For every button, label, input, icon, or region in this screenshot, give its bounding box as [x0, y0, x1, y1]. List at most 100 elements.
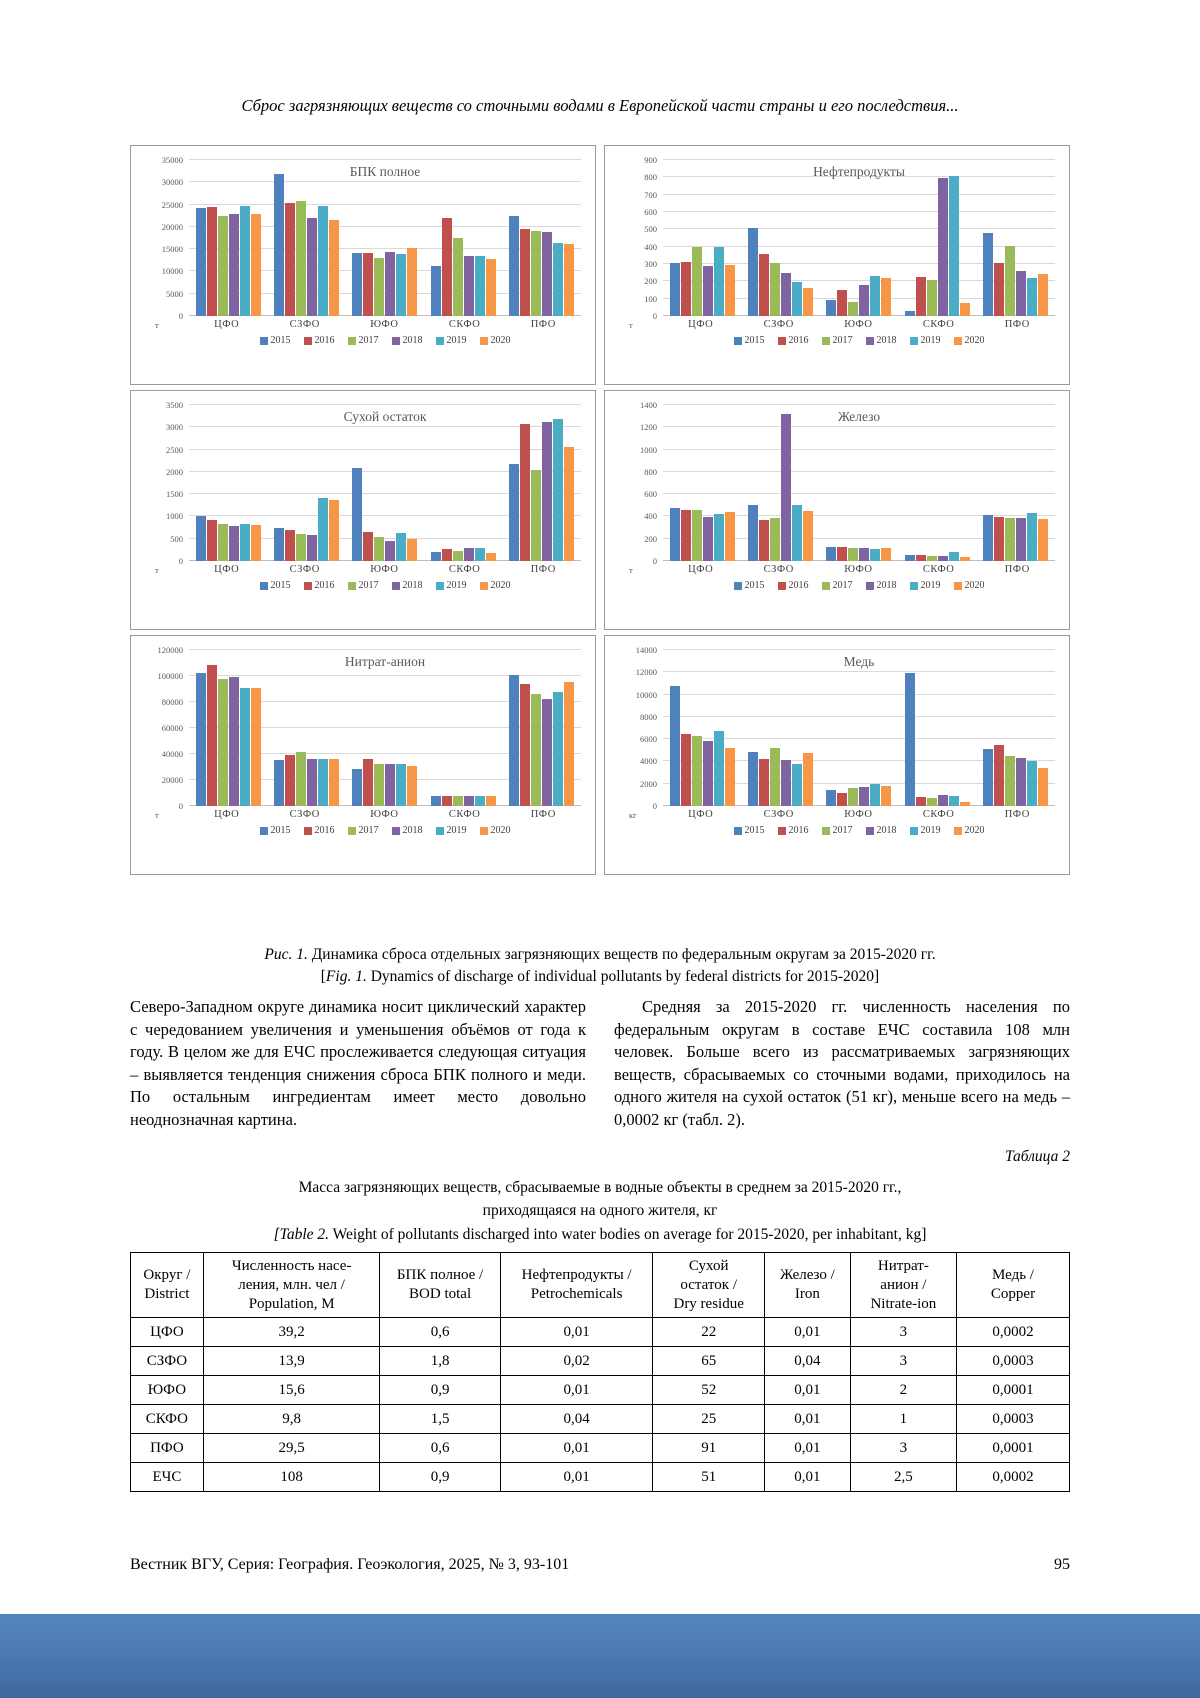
chart-title: Железо	[837, 409, 881, 424]
figure-caption-label-en: Fig. 1.	[325, 968, 367, 986]
gridline	[663, 448, 1055, 450]
bar-group-ПФО	[983, 160, 1049, 316]
legend-item-2019: 2019	[435, 335, 467, 346]
bar-ЮФО-2017	[848, 302, 859, 316]
gridline	[189, 426, 581, 428]
body-paragraph-left: Северо-Западном округе динамика носит ци…	[130, 997, 586, 1129]
chart-plot-area: 0 500 1000 1500 2000 2500 3000 3500 Сухой остато…	[166, 400, 581, 566]
x-axis-labels: т ЦФО СЗФО ЮФО СКФО ПФО	[155, 564, 581, 575]
gridline	[663, 404, 1055, 405]
bar-СЗФО-2015	[274, 173, 285, 316]
bar-group-ЮФО	[352, 160, 418, 316]
x-axis-line	[663, 315, 1055, 316]
bar-СКФО-2017	[452, 238, 463, 316]
bar-ПФО-2020	[1038, 768, 1049, 806]
bar-ПФО-2020	[564, 244, 575, 316]
chart-plot-area: 0 5000 10000 15000 20000 25000 30000 35000 БПК п…	[162, 155, 581, 321]
bar-СКФО-2015	[430, 266, 441, 316]
legend-label: 2019	[446, 580, 467, 591]
gridline	[189, 649, 581, 650]
legend-item-2020: 2020	[479, 580, 511, 591]
bar-СКФО-2019	[474, 795, 485, 806]
bar-ЮФО-2018	[385, 540, 396, 561]
bar-ЦФО-2016	[206, 206, 217, 316]
legend-item-2020: 2020	[953, 825, 985, 836]
bar-group-ЦФО	[669, 405, 735, 561]
bar-group-ЦФО	[195, 650, 261, 806]
table-cell: 0,02	[499, 1346, 654, 1377]
table-cell: 0,01	[763, 1317, 851, 1348]
bar-ЦФО-2020	[250, 525, 261, 561]
bar-ЮФО-2018	[859, 548, 870, 561]
bar-ЦФО-2019	[239, 206, 250, 316]
legend-label: 2019	[446, 825, 467, 836]
gridline	[663, 176, 1055, 178]
x-category-label: ЦФО	[688, 809, 714, 820]
y-axis-tick-label: 1000	[166, 511, 183, 522]
bar-ЮФО-2018	[859, 786, 870, 806]
table-cell: 0,0002	[955, 1317, 1071, 1348]
y-axis-tick-label: 80000	[161, 697, 183, 707]
figure-caption-text-en: Dynamics of discharge of individual poll…	[366, 968, 880, 986]
legend-item-2018: 2018	[391, 825, 423, 836]
legend-item-2015: 2015	[733, 580, 765, 591]
gridline	[663, 649, 1055, 650]
x-category-label: ЦФО	[214, 809, 240, 820]
table-cell: 0,01	[763, 1375, 851, 1406]
legend-label: 2019	[920, 335, 941, 346]
bar-СКФО-2019	[948, 795, 959, 806]
bar-group-ЦФО	[195, 405, 261, 561]
bar-ПФО-2019	[553, 419, 564, 561]
legend-label: 2020	[490, 580, 511, 591]
figure-caption-label-ru: Рис. 1.	[264, 946, 308, 963]
bar-СЗФО-2020	[329, 758, 340, 806]
table-cell: 15,6	[202, 1375, 381, 1406]
bar-СКФО-2015	[904, 310, 915, 316]
bar-ЦФО-2018	[702, 265, 713, 316]
bar-ЮФО-2016	[363, 253, 374, 316]
bar-ЦФО-2015	[195, 672, 206, 806]
bar-group-ЮФО	[352, 405, 418, 561]
bar-ПФО-2019	[1027, 761, 1038, 806]
legend-swatch	[865, 826, 874, 835]
gridline	[189, 675, 581, 676]
bar-ЦФО-2018	[228, 525, 239, 561]
bar-СЗФО-2016	[759, 253, 770, 316]
legend-item-2018: 2018	[865, 825, 897, 836]
gridline	[189, 225, 581, 227]
bar-ПФО-2017	[531, 231, 542, 316]
table-cell: 0,01	[499, 1433, 654, 1464]
table-cell: 0,01	[499, 1462, 654, 1493]
bar-ЦФО-2019	[713, 513, 724, 561]
bar-ЦФО-2017	[217, 215, 228, 316]
x-category-label: СЗФО	[289, 319, 320, 330]
legend-swatch	[953, 336, 962, 345]
legend-item-2019: 2019	[909, 825, 941, 836]
table-cell: 0,6	[379, 1317, 501, 1348]
bar-СЗФО-2019	[318, 759, 329, 806]
bar-ПФО-2020	[1038, 518, 1049, 561]
bar-ЮФО-2016	[837, 547, 848, 561]
bar-ЮФО-2020	[881, 277, 892, 316]
bar-ЮФО-2017	[848, 788, 859, 806]
table-cell: 0,0002	[955, 1462, 1071, 1493]
bar-СКФО-2018	[463, 255, 474, 316]
gridline	[663, 193, 1055, 195]
bar-ЦФО-2016	[680, 734, 691, 806]
bar-СКФО-2015	[904, 672, 915, 806]
gridline	[663, 537, 1055, 539]
y-axis-tick-label: 20000	[161, 775, 183, 785]
chart-legend: 2015 2016 2017 2018 2019 2020	[189, 825, 581, 836]
bar-ЦФО-2019	[713, 730, 724, 806]
bar-СКФО-2016	[441, 795, 452, 806]
bar-СЗФО-2017	[770, 518, 781, 561]
x-category-label: СКФО	[448, 809, 481, 820]
bar-ЦФО-2020	[724, 511, 735, 561]
legend-label: 2015	[270, 335, 291, 346]
y-axis-tick-label: 40000	[161, 749, 183, 759]
y-axis-tick-label: 400	[644, 241, 657, 252]
y-axis-tick-label: 500	[644, 224, 657, 235]
legend-swatch	[435, 581, 444, 590]
legend-swatch	[953, 826, 962, 835]
table-cell: 0,9	[379, 1462, 501, 1493]
